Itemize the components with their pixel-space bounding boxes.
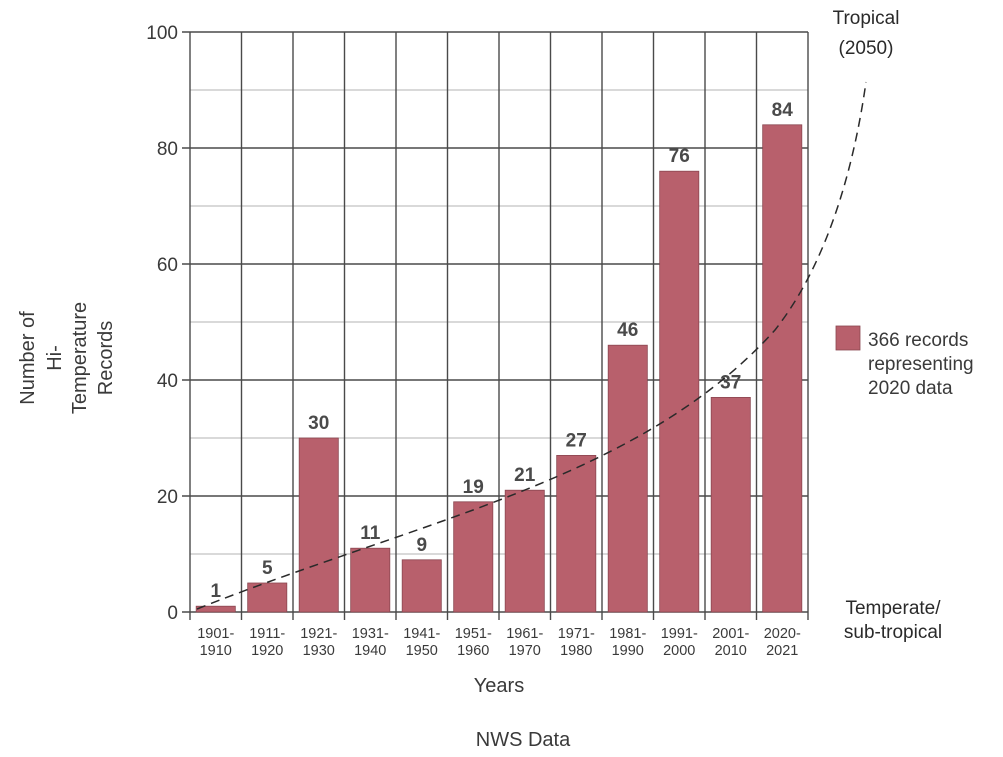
x-tick-label: 2001-: [712, 626, 749, 642]
legend-label: 2020 data: [868, 378, 953, 399]
temperate-label: Temperate/: [845, 598, 941, 619]
x-tick-label: 1921-: [300, 626, 337, 642]
x-tick-label: 2000: [663, 643, 695, 659]
data-label: 76: [669, 146, 690, 167]
bar[interactable]: [762, 124, 803, 613]
y-axis-title: Records: [95, 321, 117, 395]
x-tick-label: 1950: [406, 643, 438, 659]
chart-caption: NWS Data: [476, 729, 571, 751]
bar[interactable]: [710, 396, 751, 613]
x-tick-label: 1981-: [609, 626, 646, 642]
x-tick-label: 2020-: [764, 626, 801, 642]
data-label: 30: [308, 413, 329, 434]
x-tick-label: 1990: [612, 643, 644, 659]
data-label: 1: [210, 581, 221, 602]
x-tick-label: 1980: [560, 643, 592, 659]
data-label: 9: [416, 535, 427, 556]
data-label: 5: [262, 558, 273, 579]
x-tick-label: 1960: [457, 643, 489, 659]
x-tick-label: 1971-: [558, 626, 595, 642]
bar[interactable]: [453, 501, 494, 613]
legend-label: 366 records: [868, 330, 968, 351]
y-tick-label: 20: [157, 487, 178, 508]
temperate-label: sub-tropical: [844, 622, 942, 643]
x-tick-label: 2021: [766, 643, 798, 659]
x-axis-title: Years: [474, 675, 524, 697]
y-axis-title: Number of: [17, 311, 39, 405]
data-label: 27: [566, 430, 587, 451]
x-tick-label: 1901-: [197, 626, 234, 642]
bar[interactable]: [401, 559, 442, 613]
x-tick-label: 1920: [251, 643, 283, 659]
x-tick-label: 1951-: [455, 626, 492, 642]
bar[interactable]: [556, 454, 597, 613]
bar[interactable]: [659, 170, 700, 613]
data-label: 11: [360, 523, 381, 544]
x-tick-label: 1941-: [403, 626, 440, 642]
x-tick-label: 1910: [200, 643, 232, 659]
y-tick-label: 100: [146, 23, 178, 44]
bar[interactable]: [195, 605, 236, 613]
x-tick-label: 1940: [354, 643, 386, 659]
y-tick-label: 60: [157, 255, 178, 276]
y-axis-title: Temperature: [69, 302, 91, 414]
x-tick-label: 2010: [715, 643, 747, 659]
data-label: 21: [514, 465, 536, 486]
data-label: 19: [463, 477, 484, 498]
tropical-label: Tropical: [833, 8, 900, 29]
legend-swatch: [835, 325, 861, 351]
bar[interactable]: [298, 437, 339, 613]
bar[interactable]: [504, 489, 545, 613]
tropical-label: (2050): [839, 38, 894, 59]
x-tick-label: 1991-: [661, 626, 698, 642]
bar[interactable]: [607, 344, 648, 613]
x-tick-label: 1930: [303, 643, 335, 659]
trend-curve: [196, 81, 867, 610]
data-label: 46: [617, 320, 638, 341]
x-tick-label: 1931-: [352, 626, 389, 642]
y-tick-label: 40: [157, 371, 178, 392]
y-tick-label: 0: [167, 603, 178, 624]
x-tick-label: 1970: [509, 643, 541, 659]
data-label: 84: [772, 100, 794, 121]
legend-label: representing: [868, 354, 974, 375]
bar[interactable]: [350, 547, 391, 613]
x-tick-label: 1911-: [249, 626, 285, 642]
x-tick-label: 1961-: [506, 626, 543, 642]
data-label: 37: [720, 372, 741, 393]
y-tick-label: 80: [157, 139, 178, 160]
y-axis-title: Hi-: [44, 345, 66, 371]
